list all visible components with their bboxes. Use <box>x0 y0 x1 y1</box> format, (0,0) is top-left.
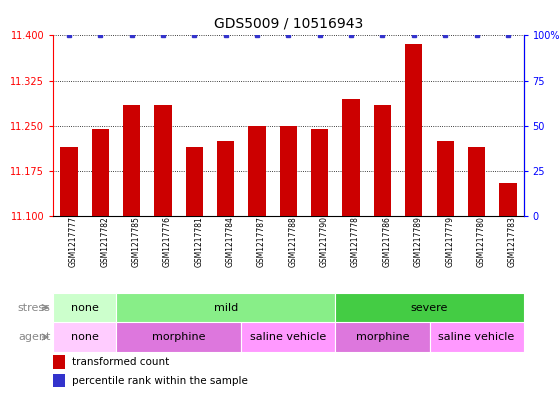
Bar <box>437 141 454 216</box>
Text: GSM1217790: GSM1217790 <box>320 216 329 267</box>
Text: severe: severe <box>411 303 448 312</box>
Text: GDS5009 / 10516943: GDS5009 / 10516943 <box>214 16 363 30</box>
Text: saline vehicle: saline vehicle <box>438 332 515 342</box>
Text: GSM1217778: GSM1217778 <box>351 216 360 267</box>
Bar <box>116 293 335 322</box>
Bar <box>430 322 524 352</box>
Text: GSM1217782: GSM1217782 <box>100 216 109 267</box>
Text: GSM1217785: GSM1217785 <box>132 216 141 267</box>
Text: GSM1217789: GSM1217789 <box>414 216 423 267</box>
Text: GSM1217783: GSM1217783 <box>508 216 517 267</box>
Bar <box>280 126 297 216</box>
Text: GSM1217777: GSM1217777 <box>69 216 78 267</box>
Text: transformed count: transformed count <box>72 357 169 367</box>
Bar <box>500 183 516 216</box>
Bar <box>53 322 116 352</box>
Bar <box>53 374 65 387</box>
Text: GSM1217787: GSM1217787 <box>257 216 266 267</box>
Bar <box>249 126 265 216</box>
Text: none: none <box>71 303 99 312</box>
Bar <box>123 105 140 216</box>
Bar <box>343 99 360 216</box>
Text: GSM1217784: GSM1217784 <box>226 216 235 267</box>
Text: mild: mild <box>213 303 238 312</box>
Text: percentile rank within the sample: percentile rank within the sample <box>72 376 248 386</box>
Bar <box>311 129 328 216</box>
Bar <box>60 147 77 216</box>
Text: stress: stress <box>17 303 50 312</box>
Bar <box>241 322 335 352</box>
Text: GSM1217776: GSM1217776 <box>163 216 172 267</box>
Bar <box>374 105 391 216</box>
Text: morphine: morphine <box>152 332 206 342</box>
Text: saline vehicle: saline vehicle <box>250 332 326 342</box>
Bar <box>92 129 109 216</box>
Text: GSM1217779: GSM1217779 <box>445 216 454 267</box>
Text: GSM1217781: GSM1217781 <box>194 216 203 267</box>
Bar <box>335 322 430 352</box>
Bar <box>186 147 203 216</box>
Text: GSM1217786: GSM1217786 <box>382 216 391 267</box>
Bar <box>53 355 65 369</box>
Text: none: none <box>71 332 99 342</box>
Text: GSM1217788: GSM1217788 <box>288 216 297 267</box>
Bar <box>468 147 485 216</box>
Bar <box>116 322 241 352</box>
Text: morphine: morphine <box>356 332 409 342</box>
Bar <box>217 141 234 216</box>
Bar <box>335 293 524 322</box>
Text: GSM1217780: GSM1217780 <box>477 216 486 267</box>
Bar <box>405 44 422 216</box>
Bar <box>53 293 116 322</box>
Bar <box>155 105 171 216</box>
Text: agent: agent <box>18 332 50 342</box>
